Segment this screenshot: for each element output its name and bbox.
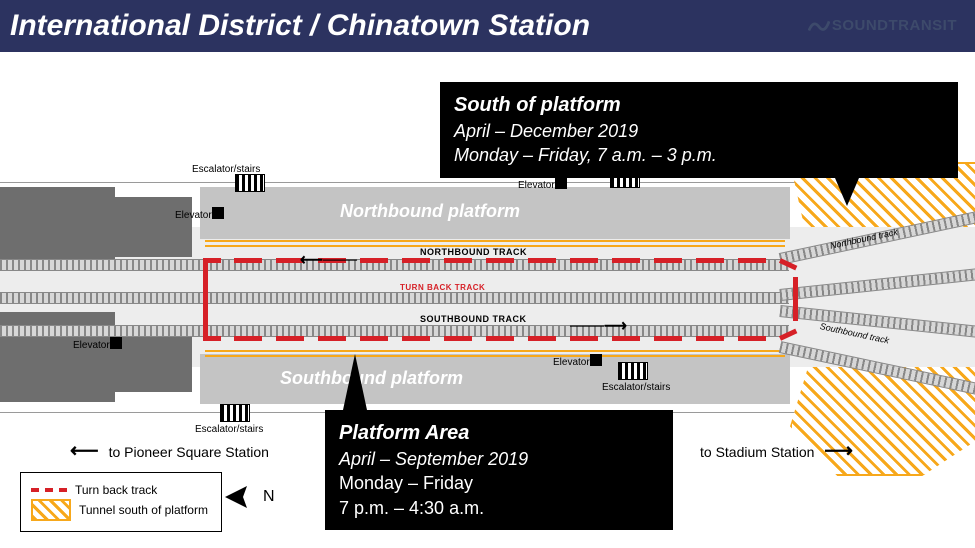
platform-edge-strip (205, 240, 785, 247)
legend-label: Tunnel south of platform (79, 503, 208, 517)
direction-arrow-icon: ───⟶ (570, 316, 627, 336)
platform-label: Southbound platform (280, 368, 463, 389)
direction-left: ⟵ to Pioneer Square Station (70, 438, 269, 463)
stairs-icon (220, 404, 250, 422)
elevator-label: Elevator (175, 210, 212, 221)
platform-label: Northbound platform (340, 201, 520, 222)
platform-edge-strip (205, 350, 785, 357)
station-building (115, 197, 192, 257)
rail-turnback (0, 292, 789, 304)
legend-box: Turn back track Tunnel south of platform (20, 472, 222, 532)
callout-title: South of platform (454, 92, 944, 119)
legend-label: Turn back track (75, 483, 157, 497)
callout-south-of-platform: South of platform April – December 2019 … (440, 82, 958, 178)
callout-hours: Monday – Friday, 7 a.m. – 3 p.m. (454, 143, 944, 167)
header-bar: International District / Chinatown Stati… (0, 0, 975, 52)
north-indicator: N (225, 484, 275, 510)
elevator-icon (555, 177, 567, 189)
legend-swatch-tunnel-icon (31, 499, 71, 521)
arrow-left-icon: ⟵ (70, 440, 99, 462)
station-building (115, 337, 192, 392)
callout-dates: April – December 2019 (454, 119, 944, 143)
direction-label: to Stadium Station (700, 444, 814, 460)
elevator-label: Elevator (553, 357, 590, 368)
callout-pointer-icon (835, 178, 859, 206)
callout-platform-area: Platform Area April – September 2019 Mon… (325, 410, 673, 530)
track-label: SOUTHBOUND TRACK (420, 314, 527, 324)
stairs-icon (618, 362, 648, 380)
escalator-label: Escalator/stairs (195, 424, 263, 435)
stairs-icon (235, 174, 265, 192)
callout-hours: 7 p.m. – 4:30 a.m. (339, 496, 659, 520)
elevator-icon (110, 337, 122, 349)
direction-right: to Stadium Station ⟶ (700, 438, 853, 463)
track-label: NORTHBOUND TRACK (420, 247, 527, 257)
brand-text: SOUNDTRANSIT (832, 17, 957, 34)
legend-swatch-turnback-icon (31, 488, 67, 492)
brand-logo-group: SOUNDTRANSIT (808, 14, 957, 36)
track-label: TURN BACK TRACK (400, 283, 485, 292)
legend-row-tunnel: Tunnel south of platform (31, 499, 211, 521)
page-title: International District / Chinatown Stati… (10, 9, 590, 43)
elevator-icon (590, 354, 602, 366)
legend-row-turnback: Turn back track (31, 483, 211, 497)
callout-title: Platform Area (339, 420, 659, 447)
elevator-icon (212, 207, 224, 219)
escalator-label: Escalator/stairs (192, 164, 260, 175)
station-diagram: Northbound platform Southbound platform (0, 52, 975, 548)
escalator-label: Escalator/stairs (602, 382, 670, 393)
station-building (0, 187, 115, 267)
elevator-label: Elevator (518, 180, 555, 191)
arrow-right-icon: ⟶ (824, 440, 853, 462)
callout-dates: April – September 2019 (339, 447, 659, 471)
north-letter: N (263, 488, 275, 506)
direction-label: to Pioneer Square Station (109, 444, 269, 460)
elevator-label: Elevator (73, 340, 110, 351)
soundtransit-wave-icon (808, 14, 830, 36)
callout-days: Monday – Friday (339, 471, 659, 495)
direction-arrow-icon: ⟵─── (300, 250, 357, 270)
north-arrow-icon (225, 484, 261, 510)
southbound-platform: Southbound platform (200, 354, 790, 404)
callout-pointer-icon (343, 354, 367, 410)
northbound-platform: Northbound platform (200, 187, 790, 239)
